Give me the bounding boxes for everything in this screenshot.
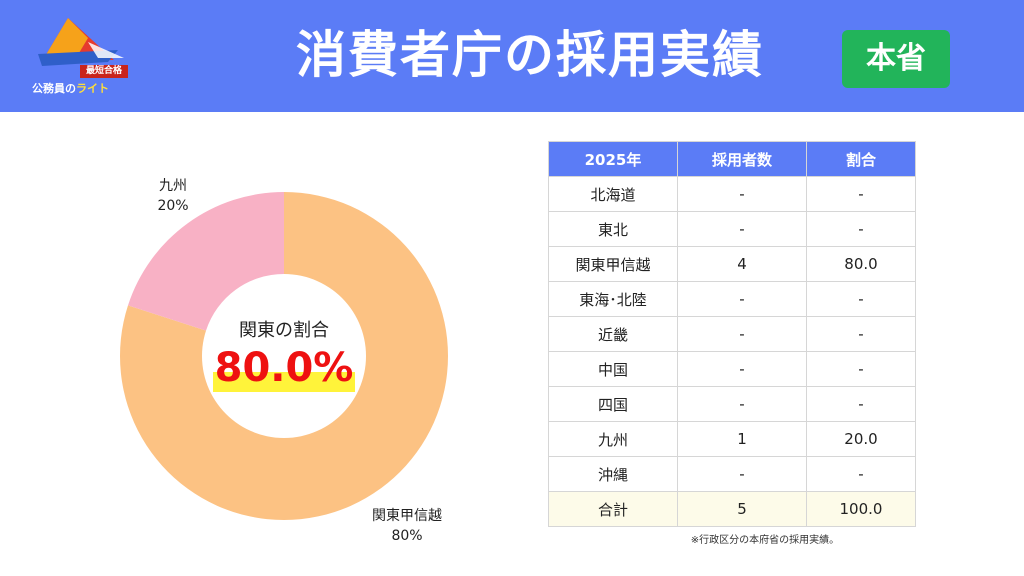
region-cell: 中国 bbox=[548, 351, 678, 387]
table-header-row: 2025年 採用者数 割合 bbox=[548, 141, 916, 177]
table-row: 九州 1 20.0 bbox=[548, 421, 916, 457]
center-value-text: 80.0% bbox=[212, 344, 356, 392]
count-cell: 1 bbox=[677, 421, 807, 457]
ministry-tag: 本省 bbox=[842, 30, 950, 88]
donut-slice-1 bbox=[128, 192, 284, 331]
logo-text: 公務員のライト bbox=[32, 80, 142, 96]
brand-logo: 最短合格 公務員のライト bbox=[28, 14, 138, 98]
logo-badge: 最短合格 bbox=[80, 65, 128, 78]
footnote: ※行政区分の本府省の採用実績。 bbox=[690, 535, 840, 546]
count-cell: - bbox=[677, 176, 807, 212]
column-header: 割合 bbox=[806, 141, 916, 177]
ratio-cell: - bbox=[806, 176, 916, 212]
region-cell: 東海･北陸 bbox=[548, 281, 678, 317]
table-row: 関東甲信越 4 80.0 bbox=[548, 246, 916, 282]
region-cell: 近畿 bbox=[548, 316, 678, 352]
count-cell: - bbox=[677, 211, 807, 247]
slice-name: 九州 bbox=[159, 178, 187, 194]
ratio-cell: - bbox=[806, 211, 916, 247]
count-cell: 4 bbox=[677, 246, 807, 282]
count-cell: - bbox=[677, 281, 807, 317]
table-row: 北海道 - - bbox=[548, 176, 916, 212]
region-cell: 北海道 bbox=[548, 176, 678, 212]
table-row: 東北 - - bbox=[548, 211, 916, 247]
slice-percent: 80% bbox=[391, 528, 423, 544]
center-value: 80.0% bbox=[204, 344, 364, 392]
total-ratio-cell: 100.0 bbox=[806, 491, 916, 527]
table-row: 近畿 - - bbox=[548, 316, 916, 352]
donut-slice-0 bbox=[120, 192, 449, 520]
column-header: 2025年 bbox=[548, 141, 678, 177]
donut-svg bbox=[120, 192, 449, 520]
total-label-cell: 合計 bbox=[548, 491, 678, 527]
table-row: 沖縄 - - bbox=[548, 456, 916, 492]
column-header: 採用者数 bbox=[677, 141, 807, 177]
ratio-cell: 20.0 bbox=[806, 421, 916, 457]
count-cell: - bbox=[677, 386, 807, 422]
region-cell: 関東甲信越 bbox=[548, 246, 678, 282]
hiring-table: 2025年 採用者数 割合 北海道 - - 東北 - - 関東甲信越 4 80.0 東海･北… bbox=[548, 141, 916, 527]
slice-name: 関東甲信越 bbox=[372, 508, 442, 524]
slice-label-kyushu: 九州 20% bbox=[143, 176, 203, 216]
table-row: 中国 - - bbox=[548, 351, 916, 387]
ratio-cell: 80.0 bbox=[806, 246, 916, 282]
table-row: 東海･北陸 - - bbox=[548, 281, 916, 317]
region-cell: 九州 bbox=[548, 421, 678, 457]
table-total-row: 合計 5 100.0 bbox=[548, 491, 916, 527]
header-bar: 最短合格 公務員のライト 消費者庁の採用実績 本省 bbox=[0, 0, 1024, 112]
ratio-cell: - bbox=[806, 316, 916, 352]
ratio-cell: - bbox=[806, 281, 916, 317]
center-label: 関東の割合 bbox=[239, 320, 329, 341]
region-cell: 四国 bbox=[548, 386, 678, 422]
total-count-cell: 5 bbox=[677, 491, 807, 527]
page-title: 消費者庁の採用実績 bbox=[296, 26, 764, 84]
logo-text-accent: ライト bbox=[76, 82, 109, 95]
count-cell: - bbox=[677, 456, 807, 492]
count-cell: - bbox=[677, 351, 807, 387]
slice-percent: 20% bbox=[157, 198, 189, 214]
logo-text-main: 公務員の bbox=[32, 82, 76, 95]
ratio-cell: - bbox=[806, 386, 916, 422]
ratio-cell: - bbox=[806, 456, 916, 492]
donut-chart: 関東の割合 80.0% 九州 20% 関東甲信越 80% bbox=[0, 112, 540, 576]
count-cell: - bbox=[677, 316, 807, 352]
region-cell: 沖縄 bbox=[548, 456, 678, 492]
region-cell: 東北 bbox=[548, 211, 678, 247]
sail-icon bbox=[38, 18, 124, 66]
ratio-cell: - bbox=[806, 351, 916, 387]
slice-label-kanto: 関東甲信越 80% bbox=[352, 506, 462, 546]
table-row: 四国 - - bbox=[548, 386, 916, 422]
